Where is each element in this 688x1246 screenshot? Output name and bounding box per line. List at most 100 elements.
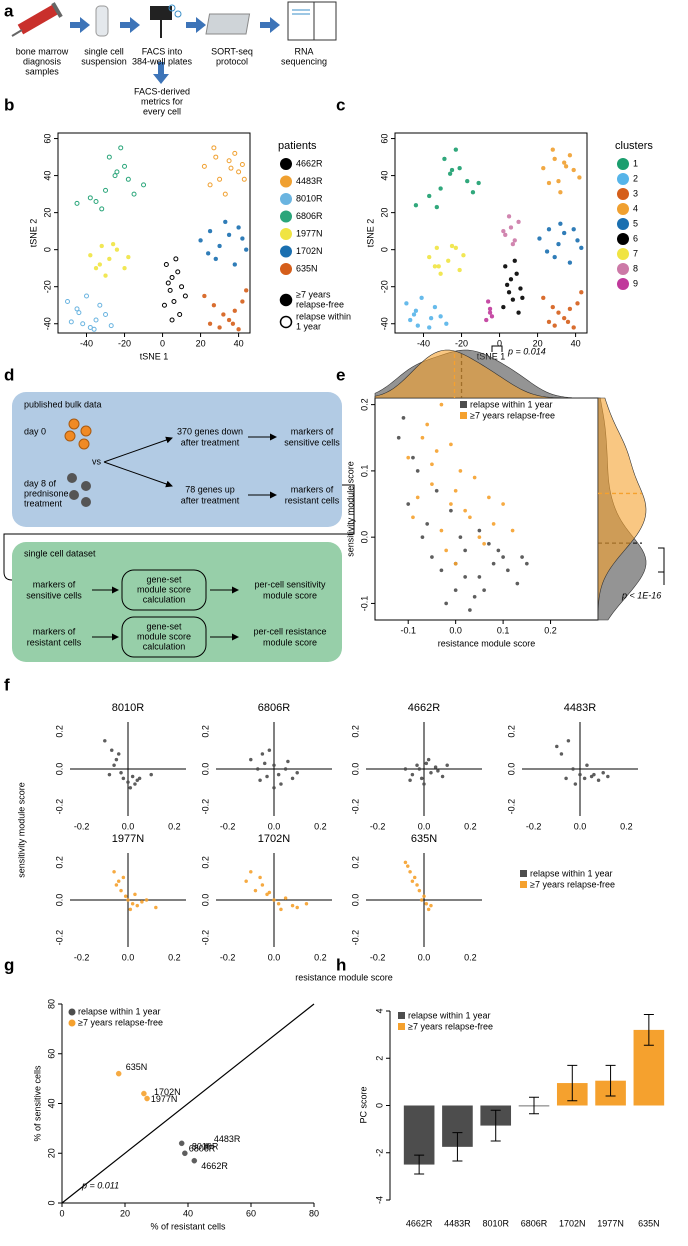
point [126,780,130,784]
x-tick-label: 0.0 [449,625,462,635]
panel-label: f [4,675,10,694]
point [396,435,401,440]
point [444,601,449,606]
legend-swatch [280,263,292,275]
legend-label: 6 [633,233,638,243]
point [182,293,188,299]
point [445,763,449,767]
point [444,321,449,326]
point [122,163,128,169]
point [126,254,131,260]
point [232,262,237,267]
point [449,502,453,506]
legend-label: 8010R [296,193,323,203]
point [191,1157,198,1164]
point [424,902,429,906]
y-tick-label: 0 [42,247,52,252]
point [198,238,203,243]
y-tick-label: 2 [374,1056,384,1061]
panel-label: g [4,955,14,974]
point [413,203,419,208]
x-tick-label: 0.2 [314,821,327,831]
point [439,528,444,533]
point [413,308,419,313]
point [415,883,419,887]
point [508,277,514,282]
point [556,310,561,315]
point [453,488,458,493]
point [169,317,175,323]
y-tick-label: 0.0 [200,894,210,907]
workflow-step: single cell [84,46,124,56]
schema-text: sensitive cells [26,590,82,600]
point [217,243,222,249]
legend-label: ≥7 years relapse-free [470,410,555,420]
panel-label: a [4,1,14,20]
point [415,323,420,328]
schema-text: markers of [33,626,76,636]
point [518,286,523,291]
legend-swatch [617,218,629,230]
point [550,304,555,310]
point [541,166,546,171]
y-tick-label: 60 [46,1049,56,1059]
schema-shapes [3,392,355,662]
point [426,907,431,912]
workflow-step: diagnosis [23,56,62,66]
legend-swatch [520,870,527,877]
point [444,548,449,553]
point [434,245,439,250]
point [458,469,463,473]
y-tick-label: 40 [42,171,52,181]
legend-title: patients [278,140,317,152]
point [477,575,482,579]
point [135,778,140,783]
point [125,176,131,182]
point [167,287,173,293]
point [512,258,517,263]
legend-swatch [617,158,629,170]
point [97,262,102,267]
legend-label: 1977N [296,228,323,238]
point [415,469,420,473]
point [126,898,130,902]
point [422,782,426,786]
point [567,260,573,265]
point [141,1090,147,1097]
point [119,771,123,775]
point [524,561,529,566]
point [491,522,496,526]
point [516,219,521,225]
point [577,175,582,180]
point [232,308,237,313]
legend-label: relapse within [296,311,351,321]
point [286,759,290,764]
x-tick-label: 0.0 [574,821,587,831]
x-tick-label: 0 [160,338,165,348]
schema-text: prednisone [24,488,69,498]
point [489,314,495,319]
legend-label: relapse within 1 year [470,399,553,409]
y-tick-label: 0.0 [506,763,516,776]
point [461,253,466,258]
point [420,535,425,540]
point [567,153,573,158]
point [276,902,281,906]
y-tick-label: -40 [42,317,52,330]
error-bar [529,1096,539,1115]
schema-text: after treatment [181,437,240,447]
y-tick-label: 0.0 [200,763,210,776]
point-label: 8010R [192,1142,219,1152]
legend-swatch [617,278,629,290]
workflow-step: samples [25,66,59,76]
point [116,752,121,756]
x-tick-label: 635N [638,1218,660,1228]
point [546,319,552,325]
point [430,555,434,559]
x-tick-label: 0.2 [544,625,557,635]
point [169,274,175,280]
point [501,555,505,559]
point [249,870,253,874]
y-tick-label: 0 [379,247,389,252]
point [130,902,135,906]
